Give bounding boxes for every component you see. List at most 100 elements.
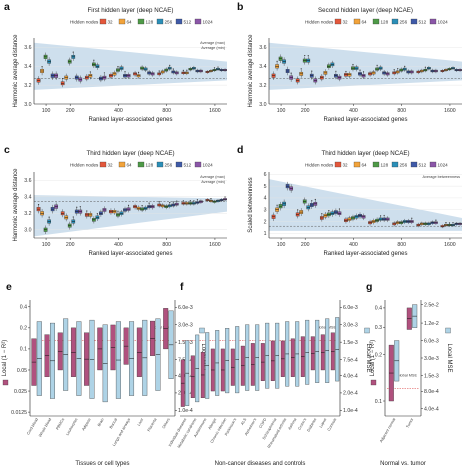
right-axis-label: Local MSE <box>365 343 371 372</box>
category-label: Allergic <box>208 417 218 430</box>
y-tick-label: 0.1 <box>375 399 382 405</box>
outlier-point <box>182 69 184 71</box>
category-label: Diabetes <box>306 417 317 432</box>
mse-legend-swatch <box>364 327 370 334</box>
outlier-point <box>424 66 426 68</box>
outlier-point <box>93 59 95 61</box>
outlier-point <box>169 202 171 204</box>
x-tick-label: 1600 <box>444 108 456 114</box>
x-axis-label: Ranked layer-associated genes <box>88 117 172 123</box>
legend-swatch-256 <box>156 161 164 168</box>
legend-swatch-128 <box>137 18 145 25</box>
category-label: Whole blood <box>38 418 52 438</box>
legend-swatch-128 <box>372 161 380 168</box>
outlier-point <box>148 202 150 204</box>
outlier-point <box>307 55 309 57</box>
legend-label-128: 128 <box>381 20 389 25</box>
x-tick-label: 400 <box>349 108 358 114</box>
outlier-point <box>376 64 378 66</box>
y-axis-label: Harmonic average distance <box>13 168 19 242</box>
outlier-point <box>96 213 98 215</box>
outlier-point <box>172 201 174 203</box>
panel-title: Second hidden layer (deep NCAE) <box>318 7 413 14</box>
y-tick-label: 3.2 <box>24 83 31 89</box>
x-axis-label: Ranked layer-associated genes <box>88 251 172 257</box>
outlier-point <box>186 69 188 71</box>
legend-swatch-512 <box>410 18 418 25</box>
x-tick-label: 1600 <box>209 108 221 114</box>
left-axis-label: Local (1 − R²) <box>370 340 376 377</box>
y-tick-label: 0.3 <box>375 325 382 331</box>
legend-swatch-512 <box>175 161 183 168</box>
x-tick-label: 800 <box>162 108 171 114</box>
category-label: Tumor <box>405 417 414 429</box>
x-tick-label: 100 <box>42 242 51 248</box>
category-label: Crohn's <box>297 417 307 430</box>
outlier-point <box>362 71 365 73</box>
legend-label-1024: 1024 <box>203 20 214 25</box>
panel-letter: g <box>366 281 372 293</box>
legend-swatch-256 <box>391 161 399 168</box>
panel-letter: d <box>237 144 243 156</box>
legend-swatch-1024 <box>194 161 202 168</box>
y-tick-label: 1.5e-3 <box>343 340 358 346</box>
y-tick-label: 1.0e-4 <box>343 408 358 414</box>
y-tick-label: 0.4 <box>20 305 27 311</box>
x-axis-label: Tissues or cell types <box>75 461 129 467</box>
left-axis-label: Local (1 − R²) <box>2 340 8 377</box>
y-tick-label: 0.05 <box>17 368 27 374</box>
outlier-point <box>393 69 395 71</box>
y-tick-label: 0.0125 <box>11 410 27 416</box>
legend-title: Hidden nodes <box>305 20 334 25</box>
legend: Hidden nodes 32 64 128 256 512 1024 <box>70 18 214 25</box>
outlier-point <box>193 200 195 202</box>
outlier-point <box>86 210 88 212</box>
category-label: Placenta <box>147 417 158 433</box>
outlier-point <box>452 222 454 224</box>
x-tick-label: 200 <box>66 108 75 114</box>
legend-title: Hidden nodes <box>70 20 99 25</box>
y-tick-label: 0.2 <box>20 326 27 332</box>
outlier-point <box>72 51 74 53</box>
panel-letter: a <box>4 1 10 13</box>
outlier-point <box>48 216 50 218</box>
outlier-point <box>311 200 313 202</box>
outlier-point <box>290 72 292 74</box>
x-tick-label: 400 <box>114 242 123 248</box>
r2-legend-swatch <box>370 379 377 386</box>
outlier-point <box>345 70 347 73</box>
outlier-point <box>217 66 219 68</box>
outlier-point <box>158 70 160 72</box>
category-label: Leukocytes <box>65 417 78 436</box>
y-tick-label: 1.2e-2 <box>424 321 439 327</box>
outlier-point <box>189 200 191 202</box>
legend-title: Hidden nodes <box>70 163 99 168</box>
confidence-band <box>34 195 227 237</box>
legend-swatch-32 <box>99 161 107 168</box>
legend-swatch-32 <box>99 18 107 25</box>
legend-swatch-128 <box>137 161 145 168</box>
legend-swatch-32 <box>334 161 342 168</box>
reference-label: Average betweenness <box>422 175 460 179</box>
outlier-point <box>137 71 140 73</box>
legend-swatch-1024 <box>194 18 202 25</box>
y-tick-label: 5 <box>264 184 267 190</box>
y-tick-label: 3.4 <box>24 64 31 70</box>
legend-swatch-64 <box>353 18 361 25</box>
x-tick-label: 200 <box>301 242 310 248</box>
x-tick-label: 400 <box>114 108 123 114</box>
panel-title: Third hidden layer (deep NCAE) <box>86 150 174 157</box>
panel-title: Third hidden layer (deep NCAE) <box>321 150 409 157</box>
global-mse-label: Global MSE <box>397 373 418 377</box>
category-label: Lupus <box>319 417 328 428</box>
legend-swatch-128 <box>372 18 380 25</box>
y-tick-label: 0.4 <box>375 306 382 312</box>
legend-swatch-256 <box>156 18 164 25</box>
legend-swatch-512 <box>175 18 183 25</box>
legend-label-128: 128 <box>146 163 154 168</box>
legend-label-64: 64 <box>362 20 368 25</box>
panel-b: b Second hidden layer (deep NCAE) Hidden n… <box>237 1 462 123</box>
outlier-point <box>76 206 78 208</box>
y-tick-label: 1 <box>264 231 267 237</box>
y-tick-label: 3.0 <box>24 102 31 108</box>
